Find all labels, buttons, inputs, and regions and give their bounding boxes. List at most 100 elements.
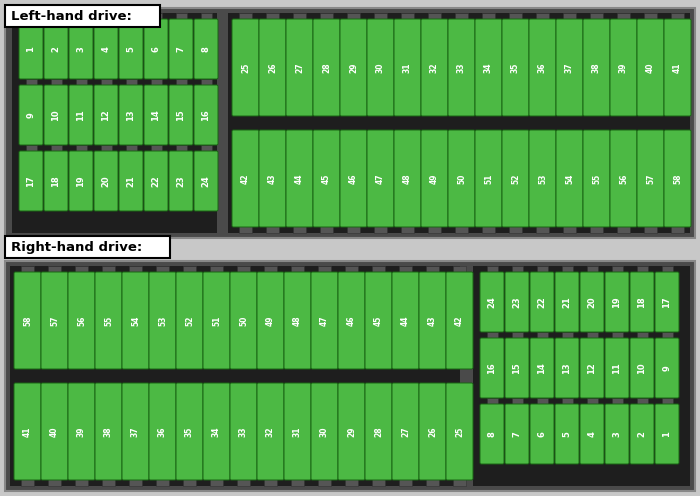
FancyBboxPatch shape <box>257 272 284 369</box>
Bar <box>473 266 690 486</box>
Text: 40: 40 <box>50 426 59 437</box>
Text: 7: 7 <box>512 431 522 437</box>
Bar <box>318 266 330 273</box>
FancyBboxPatch shape <box>194 19 218 79</box>
Bar <box>183 479 196 486</box>
Text: 37: 37 <box>565 62 574 73</box>
Text: 8: 8 <box>202 46 211 52</box>
FancyBboxPatch shape <box>286 130 313 227</box>
FancyBboxPatch shape <box>655 404 679 464</box>
Bar <box>347 226 360 233</box>
FancyBboxPatch shape <box>421 130 448 227</box>
Bar <box>266 13 279 20</box>
FancyBboxPatch shape <box>637 130 664 227</box>
FancyBboxPatch shape <box>19 85 43 145</box>
Bar <box>50 13 62 20</box>
Text: 6: 6 <box>538 431 547 437</box>
Bar <box>612 332 622 339</box>
FancyBboxPatch shape <box>203 272 230 369</box>
Text: 51: 51 <box>212 315 221 326</box>
Bar <box>183 266 196 273</box>
Bar <box>587 266 598 273</box>
Bar <box>50 145 62 152</box>
Text: 21: 21 <box>127 175 136 187</box>
Bar <box>76 479 88 486</box>
FancyBboxPatch shape <box>19 151 43 211</box>
Text: 33: 33 <box>239 426 248 437</box>
Text: 32: 32 <box>266 426 275 437</box>
FancyBboxPatch shape <box>475 19 502 116</box>
Bar <box>21 479 34 486</box>
Text: 13: 13 <box>127 109 136 121</box>
Bar <box>561 398 573 405</box>
FancyBboxPatch shape <box>94 85 118 145</box>
Text: 43: 43 <box>428 315 437 326</box>
Text: 11: 11 <box>612 362 622 374</box>
Bar <box>512 266 522 273</box>
Text: 27: 27 <box>401 426 410 437</box>
FancyBboxPatch shape <box>556 130 583 227</box>
FancyBboxPatch shape <box>169 151 193 211</box>
Bar <box>50 79 62 86</box>
FancyBboxPatch shape <box>68 272 95 369</box>
FancyBboxPatch shape <box>44 151 68 211</box>
Bar <box>399 266 412 273</box>
FancyBboxPatch shape <box>655 272 679 332</box>
Bar <box>76 145 87 152</box>
Text: 22: 22 <box>151 175 160 187</box>
Bar <box>617 13 630 20</box>
Bar <box>176 13 186 20</box>
Bar <box>636 398 648 405</box>
Text: 49: 49 <box>430 173 439 184</box>
FancyBboxPatch shape <box>19 19 43 79</box>
Bar <box>291 266 304 273</box>
Bar <box>101 79 111 86</box>
Bar <box>237 479 250 486</box>
FancyBboxPatch shape <box>122 383 149 480</box>
FancyBboxPatch shape <box>194 151 218 211</box>
Text: 10: 10 <box>638 362 647 374</box>
Text: 30: 30 <box>376 62 385 73</box>
FancyBboxPatch shape <box>232 130 259 227</box>
Text: 23: 23 <box>176 175 186 187</box>
FancyBboxPatch shape <box>338 383 365 480</box>
Text: 48: 48 <box>403 173 412 184</box>
Bar <box>561 266 573 273</box>
Bar <box>636 332 648 339</box>
Text: 16: 16 <box>202 109 211 121</box>
Bar <box>561 332 573 339</box>
Text: 51: 51 <box>484 173 493 184</box>
Bar <box>564 13 575 20</box>
Bar <box>102 479 115 486</box>
FancyBboxPatch shape <box>69 19 93 79</box>
Text: 26: 26 <box>428 426 437 437</box>
FancyBboxPatch shape <box>259 130 286 227</box>
FancyBboxPatch shape <box>176 383 203 480</box>
Bar <box>671 13 684 20</box>
Bar <box>564 226 575 233</box>
Text: 28: 28 <box>374 426 383 437</box>
Text: 20: 20 <box>587 296 596 308</box>
FancyBboxPatch shape <box>44 85 68 145</box>
Text: 21: 21 <box>563 296 571 308</box>
Bar <box>76 79 87 86</box>
FancyBboxPatch shape <box>394 19 421 116</box>
FancyBboxPatch shape <box>630 338 654 398</box>
FancyBboxPatch shape <box>367 130 394 227</box>
FancyBboxPatch shape <box>419 272 446 369</box>
FancyBboxPatch shape <box>365 383 392 480</box>
Bar <box>125 79 136 86</box>
Text: 5: 5 <box>127 46 136 52</box>
FancyBboxPatch shape <box>530 272 554 332</box>
Bar <box>200 145 211 152</box>
Text: Left-hand drive:: Left-hand drive: <box>11 9 132 22</box>
Bar <box>644 226 657 233</box>
Text: 16: 16 <box>487 362 496 374</box>
FancyBboxPatch shape <box>41 272 68 369</box>
FancyBboxPatch shape <box>610 130 637 227</box>
Bar <box>536 226 549 233</box>
Text: 41: 41 <box>23 426 32 437</box>
Text: 54: 54 <box>131 315 140 326</box>
Text: 25: 25 <box>455 427 464 436</box>
Bar <box>76 13 87 20</box>
